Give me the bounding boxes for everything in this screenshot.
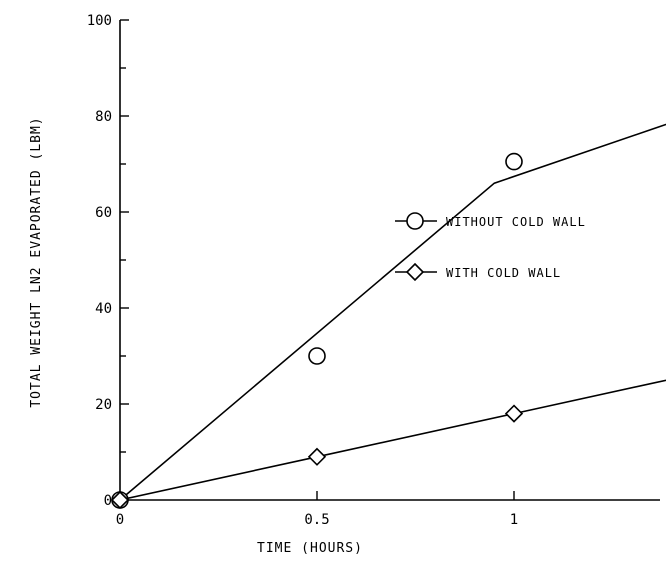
y-tick-label: 80 [95,109,112,125]
legend-label-with-cold-wall: WITH COLD WALL [446,266,561,280]
y-tick-label: 60 [95,205,112,221]
data-point-diamond [110,490,130,510]
series-markers [110,152,524,510]
legend-item-with-cold-wall: WITH COLD WALL [395,262,561,282]
y-tick-label: 40 [95,301,112,317]
y-tick-label: 0 [104,493,112,509]
legend: WITHOUT COLD WALL WITH COLD WALL [395,212,586,282]
y-tick-label: 20 [95,397,112,413]
x-tick-label: 0 [116,512,124,528]
x-axis-title: TIME (HOURS) [257,541,363,556]
series-lines [119,123,666,501]
y-tick-label: 100 [87,13,112,29]
data-point-diamond [307,447,327,466]
legend-item-without-cold-wall: WITHOUT COLD WALL [395,212,586,230]
legend-label-without-cold-wall: WITHOUT COLD WALL [446,215,586,229]
series-line-with-cold-wall [119,379,666,501]
x-tick-label: 0.5 [304,512,329,528]
axes [119,20,660,501]
data-point-diamond [504,404,524,423]
data-point-circle [505,152,523,171]
series-line-without-cold-wall [119,123,666,501]
y-axis-title: TOTAL WEIGHT LN2 EVAPORATED (LBM) [29,116,44,407]
data-point-circle [308,347,326,365]
ticks [119,19,515,501]
legend-marker-diamond [405,262,425,282]
x-tick-label: 1 [510,512,518,528]
legend-marker-circle [406,212,424,230]
